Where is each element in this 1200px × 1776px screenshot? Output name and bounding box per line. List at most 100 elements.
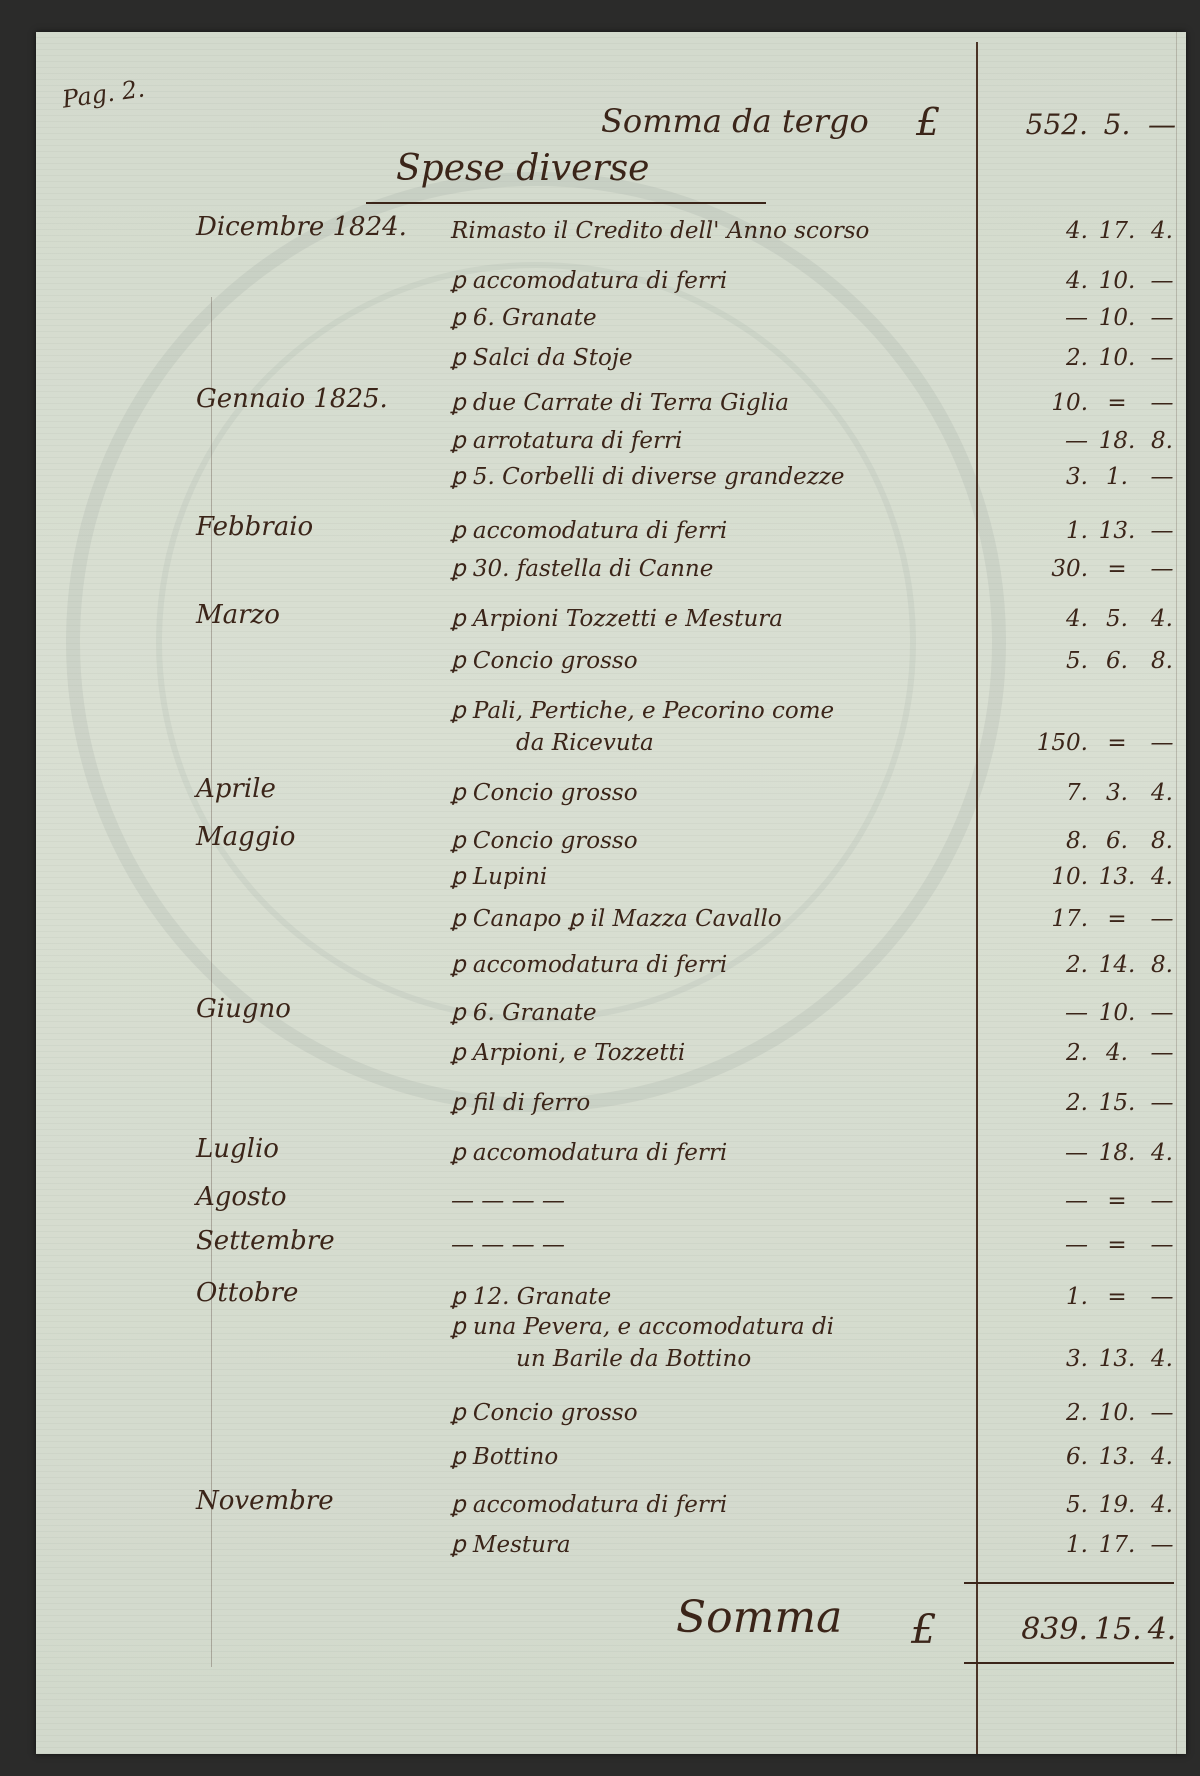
- entry-description: — — — —: [451, 1188, 565, 1214]
- entry-description: ꝑ 30. fastella di Canne: [451, 556, 714, 582]
- entry-lire: 1.: [1066, 518, 1088, 544]
- entry-denari: 8.: [1151, 428, 1173, 454]
- entry-soldi: =: [1107, 730, 1127, 756]
- entry-denari: 4.: [1151, 780, 1173, 806]
- entry-denari: 4.: [1151, 1346, 1173, 1372]
- entry-soldi: 18.: [1098, 1140, 1136, 1166]
- entry-soldi: =: [1107, 1188, 1127, 1214]
- entry-lire: —: [1065, 1232, 1088, 1258]
- entry-month: Ottobre: [196, 1278, 299, 1308]
- entry-lire: —: [1065, 1140, 1088, 1166]
- entry-lire: 3.: [1066, 1346, 1088, 1372]
- title-underline: [366, 202, 766, 204]
- entry-denari: 4.: [1151, 606, 1173, 632]
- entry-denari: —: [1150, 1284, 1174, 1310]
- watermark-seal-inner: [156, 262, 916, 1022]
- entry-denari: —: [1150, 1400, 1174, 1426]
- carried-forward-label: Somma da tergo: [601, 102, 869, 140]
- entry-month: Settembre: [196, 1226, 335, 1256]
- entry-lire: 30.: [1051, 556, 1088, 582]
- entry-description: ꝑ Concio grosso: [451, 828, 638, 854]
- entry-soldi: =: [1107, 556, 1127, 582]
- entry-description: ꝑ Concio grosso: [451, 648, 638, 674]
- entry-denari: —: [1150, 518, 1174, 544]
- section-title: Spese diverse: [396, 148, 650, 189]
- entry-month: Aprile: [196, 774, 276, 804]
- currency-symbol: £: [916, 100, 941, 144]
- entry-description: ꝑ accomodatura di ferri: [451, 268, 728, 294]
- entry-soldi: 13.: [1098, 1444, 1136, 1470]
- entry-soldi: 6.: [1106, 828, 1128, 854]
- entry-denari: —: [1150, 1000, 1174, 1026]
- entry-soldi: 13.: [1098, 518, 1136, 544]
- entry-denari: —: [1150, 1090, 1174, 1116]
- entry-denari: 4.: [1151, 1444, 1173, 1470]
- margin-rule: [211, 297, 212, 1667]
- entry-description: ꝑ 6. Granate: [451, 305, 597, 331]
- entry-denari: 8.: [1151, 648, 1173, 674]
- amount-column-rule: [976, 42, 978, 1754]
- total-label: Somma: [676, 1592, 843, 1643]
- total-rule-bottom: [964, 1662, 1174, 1664]
- total-soldi: 15.: [1094, 1612, 1142, 1647]
- entry-month: Febbraio: [196, 512, 314, 542]
- entry-description: ꝑ Pali, Pertiche, e Pecorino come: [451, 698, 835, 724]
- entry-month: Dicembre 1824.: [196, 212, 407, 242]
- entry-lire: 2.: [1066, 952, 1088, 978]
- entry-denari: —: [1150, 390, 1174, 416]
- entry-lire: 6.: [1066, 1444, 1088, 1470]
- entry-description: ꝑ Mestura: [451, 1532, 571, 1558]
- entry-soldi: 17.: [1098, 1532, 1136, 1558]
- entry-soldi: 1.: [1106, 464, 1128, 490]
- entry-lire: —: [1065, 1188, 1088, 1214]
- entry-description: ꝑ due Carrate di Terra Giglia: [451, 390, 789, 416]
- entry-soldi: =: [1107, 906, 1127, 932]
- entry-lire: 2.: [1066, 1090, 1088, 1116]
- entry-soldi: =: [1107, 1232, 1127, 1258]
- entry-month: Giugno: [196, 994, 291, 1024]
- entry-lire: 150.: [1036, 730, 1088, 756]
- entry-soldi: 13.: [1098, 1346, 1136, 1372]
- entry-soldi: 14.: [1098, 952, 1136, 978]
- entry-lire: 10.: [1051, 390, 1088, 416]
- entry-lire: 3.: [1066, 464, 1088, 490]
- entry-denari: —: [1150, 1532, 1174, 1558]
- carried-forward-soldi: 5.: [1103, 108, 1131, 141]
- entry-soldi: 19.: [1098, 1492, 1136, 1518]
- entry-soldi: 15.: [1098, 1090, 1136, 1116]
- entry-description: ꝑ Arpioni, e Tozzetti: [451, 1040, 686, 1066]
- entry-lire: —: [1065, 305, 1088, 331]
- entry-lire: 5.: [1066, 1492, 1088, 1518]
- entry-lire: 10.: [1051, 864, 1088, 890]
- entry-description: Rimasto il Credito dell' Anno scorso: [451, 218, 870, 244]
- page-label: Pag. 2.: [60, 74, 147, 114]
- entry-soldi: 10.: [1098, 345, 1136, 371]
- entry-description: ꝑ accomodatura di ferri: [451, 518, 728, 544]
- entry-lire: 5.: [1066, 648, 1088, 674]
- entry-soldi: 4.: [1106, 1040, 1128, 1066]
- entry-description: ꝑ Salci da Stoje: [451, 345, 633, 371]
- entry-month: Luglio: [196, 1134, 279, 1164]
- entry-lire: —: [1065, 428, 1088, 454]
- entry-soldi: 17.: [1098, 218, 1136, 244]
- entry-lire: 7.: [1066, 780, 1088, 806]
- entry-description: ꝑ una Pevera, e accomodatura di: [451, 1314, 835, 1340]
- entry-description: ꝑ Lupini: [451, 864, 548, 890]
- entry-lire: —: [1065, 1000, 1088, 1026]
- entry-month: Maggio: [196, 822, 296, 852]
- entry-denari: —: [1150, 906, 1174, 932]
- entry-denari: —: [1150, 305, 1174, 331]
- total-denari: 4.: [1147, 1612, 1177, 1647]
- entry-denari: 8.: [1151, 952, 1173, 978]
- entry-denari: 4.: [1151, 1140, 1173, 1166]
- entry-lire: 2.: [1066, 345, 1088, 371]
- entry-lire: 1.: [1066, 1284, 1088, 1310]
- entry-description-continued: da Ricevuta: [516, 730, 654, 756]
- carried-forward-denari: —: [1148, 108, 1176, 141]
- entry-description: ꝑ accomodatura di ferri: [451, 1140, 728, 1166]
- entry-lire: 8.: [1066, 828, 1088, 854]
- entry-soldi: 3.: [1106, 780, 1128, 806]
- entry-soldi: 10.: [1098, 1400, 1136, 1426]
- entry-soldi: 10.: [1098, 1000, 1136, 1026]
- entry-denari: —: [1150, 1188, 1174, 1214]
